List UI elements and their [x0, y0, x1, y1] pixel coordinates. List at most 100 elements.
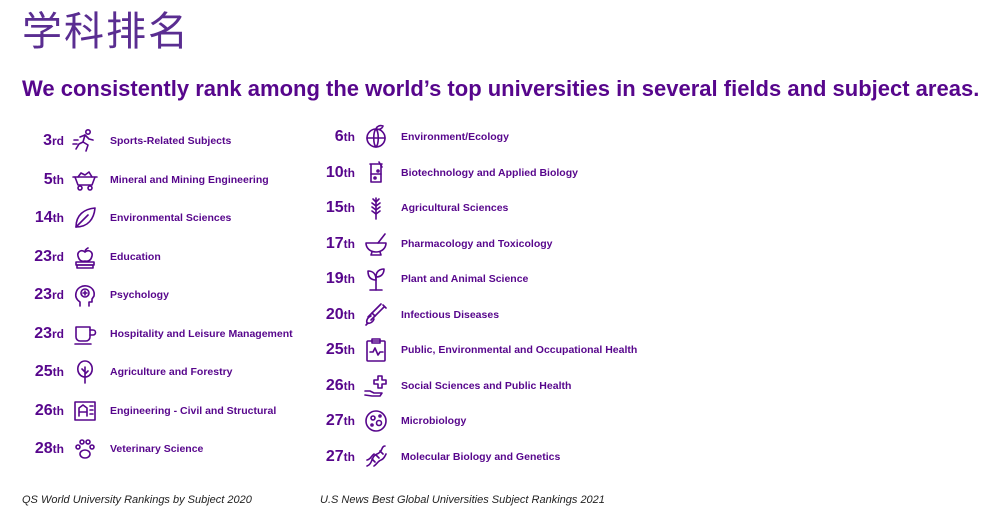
- rank-number: 14th: [20, 209, 64, 227]
- rank-number: 3rd: [20, 132, 64, 150]
- blueprint-icon: [72, 398, 98, 424]
- rank-number: 10th: [311, 164, 355, 182]
- rank-number: 26th: [311, 377, 355, 395]
- subject-label: Biotechnology and Applied Biology: [401, 166, 578, 179]
- subject-label: Veterinary Science: [110, 443, 204, 455]
- rank-value: 19: [325, 270, 344, 287]
- rank-number: 26th: [20, 402, 64, 420]
- apple-books-icon: [72, 244, 98, 270]
- rank-suffix: th: [52, 403, 64, 418]
- qs-rank-row: 23rd Hospitality and Leisure Management: [20, 317, 293, 351]
- leaf-icon: [72, 205, 98, 231]
- subject-label: Microbiology: [401, 415, 467, 427]
- rank-number: 15th: [311, 199, 355, 217]
- subject-label: Plant and Animal Science: [401, 273, 529, 285]
- rank-value: 3: [43, 132, 52, 149]
- syringe-icon: [363, 302, 389, 328]
- globe-leaf-icon: [363, 124, 389, 150]
- subject-label: Infectious Diseases: [401, 308, 500, 321]
- subject-label: Education: [110, 250, 161, 263]
- usnews-rank-row: 27th Molecular Biology and Genetics: [311, 440, 560, 474]
- rank-suffix: th: [52, 172, 64, 187]
- rank-suffix: th: [343, 272, 355, 286]
- qs-rank-row: 28th Veterinary Science: [20, 432, 203, 466]
- qs-rank-row: 25th Agriculture and Forestry: [20, 355, 233, 389]
- rank-number: 20th: [311, 306, 355, 324]
- qs-rank-row: 5th Mineral and Mining Engineering: [20, 163, 269, 197]
- wheat-icon: [363, 195, 389, 221]
- rank-suffix: th: [343, 165, 355, 180]
- mortar-pestle-icon: [363, 231, 389, 257]
- subject-label: Sports-Related Subjects: [110, 135, 232, 147]
- rank-suffix: th: [343, 201, 355, 215]
- rank-suffix: th: [343, 307, 355, 322]
- rank-value: 27: [325, 412, 344, 429]
- rank-value: 14: [34, 209, 53, 226]
- page-title: 学科排名: [22, 9, 190, 55]
- page-subtitle: We consistently rank among the world’s t…: [22, 76, 980, 101]
- rank-suffix: th: [343, 378, 355, 393]
- rank-number: 19th: [311, 270, 355, 288]
- rank-value: 25: [325, 341, 344, 358]
- tree-icon: [72, 359, 98, 385]
- rank-value: 25: [34, 363, 53, 380]
- hand-cross-icon: [363, 373, 389, 399]
- microbe-icon: [363, 408, 389, 434]
- mining-cart-icon: [72, 167, 98, 193]
- rank-suffix: th: [343, 236, 355, 251]
- qs-rank-row: 23rd Education: [20, 240, 161, 274]
- clipboard-pulse-icon: [363, 337, 389, 363]
- rank-suffix: th: [52, 365, 64, 379]
- qs-rank-row: 3rd Sports-Related Subjects: [20, 124, 231, 158]
- rank-value: 28: [34, 440, 53, 457]
- rank-value: 23: [34, 247, 52, 265]
- usnews-rank-row: 20th Infectious Diseases: [311, 298, 499, 332]
- cup-icon: [72, 321, 98, 347]
- subject-label: Agricultural Sciences: [401, 202, 509, 214]
- qs-rank-row: 23rd Psychology: [20, 278, 169, 312]
- rank-value: 26: [34, 401, 53, 419]
- rank-suffix: rd: [52, 326, 64, 341]
- rank-value: 5: [43, 170, 53, 188]
- usnews-rank-row: 27th Microbiology: [311, 404, 466, 438]
- paw-icon: [72, 436, 98, 462]
- rank-number: 28th: [20, 440, 64, 458]
- rank-number: 6th: [311, 128, 355, 146]
- rank-number: 23rd: [20, 325, 64, 343]
- rank-value: 20: [325, 305, 344, 323]
- head-brain-icon: [72, 282, 98, 308]
- subject-label: Social Sciences and Public Health: [401, 379, 572, 392]
- qs-rank-row: 26th Engineering - Civil and Structural: [20, 394, 276, 428]
- subject-label: Hospitality and Leisure Management: [110, 327, 293, 340]
- subject-label: Environmental Sciences: [110, 212, 232, 224]
- rank-suffix: th: [343, 414, 355, 428]
- usnews-rank-row: 17th Pharmacology and Toxicology: [311, 227, 553, 261]
- rank-value: 26: [325, 376, 344, 394]
- usnews-rank-row: 19th Plant and Animal Science: [311, 262, 528, 296]
- rank-number: 25th: [20, 363, 64, 381]
- usnews-source-caption: U.S News Best Global Universities Subjec…: [320, 494, 605, 506]
- rank-value: 6: [334, 128, 344, 145]
- rank-number: 5th: [20, 171, 64, 189]
- rank-value: 23: [34, 286, 52, 303]
- usnews-rank-row: 6th Environment/Ecology: [311, 120, 509, 154]
- rank-suffix: rd: [52, 134, 64, 148]
- rank-number: 27th: [311, 412, 355, 430]
- subject-label: Engineering - Civil and Structural: [110, 404, 277, 417]
- subject-label: Mineral and Mining Engineering: [110, 173, 269, 186]
- usnews-rank-row: 10th Biotechnology and Applied Biology: [311, 156, 578, 190]
- usnews-rank-row: 25th Public, Environmental and Occupation…: [311, 333, 637, 367]
- rank-suffix: rd: [52, 288, 64, 302]
- rank-suffix: th: [52, 211, 64, 225]
- subject-label: Agriculture and Forestry: [110, 366, 233, 378]
- qs-rank-row: 14th Environmental Sciences: [20, 201, 231, 235]
- usnews-rank-row: 26th Social Sciences and Public Health: [311, 369, 571, 403]
- qs-source-caption: QS World University Rankings by Subject …: [22, 494, 252, 506]
- beaker-icon: [363, 160, 389, 186]
- rank-value: 10: [325, 163, 344, 181]
- plant-icon: [363, 266, 389, 292]
- subject-label: Environment/Ecology: [401, 131, 509, 143]
- rank-suffix: th: [343, 343, 355, 357]
- rank-number: 17th: [311, 235, 355, 253]
- rank-number: 27th: [311, 448, 355, 466]
